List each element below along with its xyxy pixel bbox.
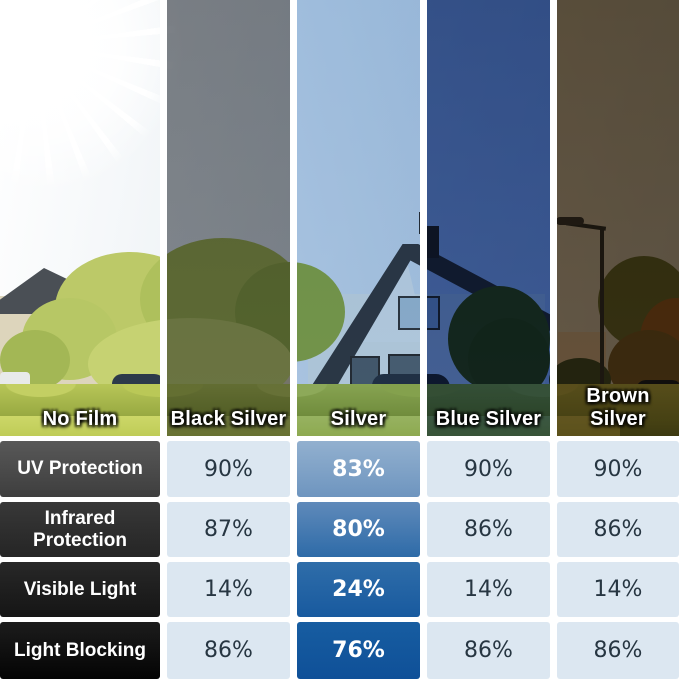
cell-ir-silver: 80% <box>297 502 420 557</box>
cell-ir-blue-silver: 86% <box>427 502 550 557</box>
cell-uv-brown-silver: 90% <box>557 441 679 497</box>
film-label-brown-silver: Brown Silver <box>586 385 650 430</box>
cell-lb-silver: 76% <box>297 622 420 679</box>
strip-divider <box>550 0 557 436</box>
row-header-light-blocking: Light Blocking <box>0 622 160 679</box>
film-label-black-silver: Black Silver <box>170 408 287 430</box>
cell-uv-silver: 83% <box>297 441 420 497</box>
cell-vl-blue-silver: 14% <box>427 562 550 617</box>
film-label-no-film: No Film <box>42 408 118 430</box>
cell-uv-black-silver: 90% <box>167 441 290 497</box>
strip-divider <box>290 0 297 436</box>
cell-vl-black-silver: 14% <box>167 562 290 617</box>
tint-overlay-blue-silver <box>427 0 550 436</box>
cell-uv-blue-silver: 90% <box>427 441 550 497</box>
cell-vl-silver: 24% <box>297 562 420 617</box>
row-header-visible-light: Visible Light <box>0 562 160 617</box>
film-label-silver: Silver <box>330 408 387 430</box>
tint-overlay-brown-silver <box>557 0 679 436</box>
row-header-uv-protection: UV Protection <box>0 441 160 497</box>
film-label-blue-silver: Blue Silver <box>435 408 542 430</box>
strip-divider <box>420 0 427 436</box>
strip-divider <box>160 0 167 436</box>
cell-lb-blue-silver: 86% <box>427 622 550 679</box>
cell-lb-brown-silver: 86% <box>557 622 679 679</box>
photo-comparison: No Film Black Silver Silver Blue Silver … <box>0 0 679 436</box>
comparison-table: UV Protection 90% 83% 90% 90% Infrared P… <box>0 441 679 679</box>
row-header-infrared-protection: Infrared Protection <box>0 502 160 557</box>
tint-overlay-silver <box>297 0 420 436</box>
tint-overlay-black-silver <box>167 0 290 436</box>
cell-ir-brown-silver: 86% <box>557 502 679 557</box>
cell-lb-black-silver: 86% <box>167 622 290 679</box>
cell-ir-black-silver: 87% <box>167 502 290 557</box>
cell-vl-brown-silver: 14% <box>557 562 679 617</box>
